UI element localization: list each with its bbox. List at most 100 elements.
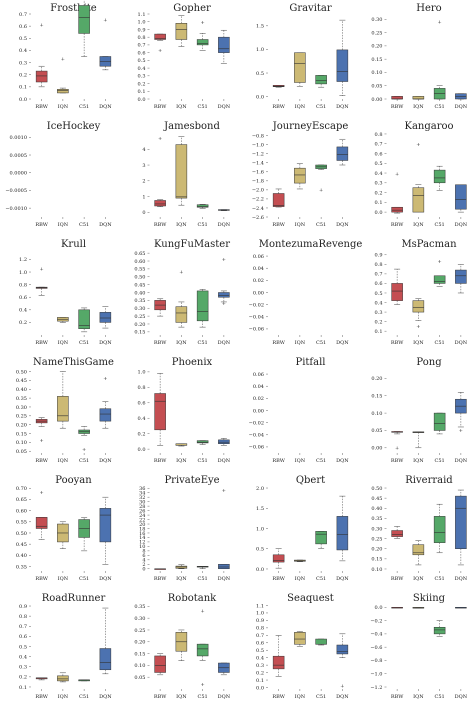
y-tick-label: 0.45 xyxy=(16,378,27,384)
y-tick-label: 0.06 xyxy=(253,254,264,260)
box-c51 xyxy=(196,289,209,328)
box-rbw xyxy=(391,607,403,609)
y-tick-label: 0.02 xyxy=(253,396,264,402)
panel-title: MontezumaRevenge xyxy=(259,239,363,250)
outlier-point: + xyxy=(222,301,226,307)
y-tick-label: 0.6 xyxy=(375,151,383,157)
x-tick-label: C51 xyxy=(316,694,326,700)
box-c51 xyxy=(433,503,446,554)
y-tick-label: 0.15 xyxy=(134,651,145,657)
box-rbw: + xyxy=(35,22,48,88)
y-tick-label: 0.0010 xyxy=(10,135,28,141)
box-rbw xyxy=(391,526,403,539)
x-tick-label: DQN xyxy=(218,458,231,464)
y-tick-label: 36 xyxy=(139,486,145,492)
iqr-box xyxy=(196,290,209,322)
y-tick-label: 1.5 xyxy=(256,24,264,30)
iqr-box xyxy=(35,517,48,529)
y-tick-label: 0.55 xyxy=(16,520,27,526)
box-dqn xyxy=(455,93,467,100)
y-tick-label: 0.5 xyxy=(375,161,383,167)
x-tick-label: C51 xyxy=(435,222,445,228)
y-tick-label: 0.4 xyxy=(256,655,264,661)
y-tick-label: 0.15 xyxy=(371,57,382,63)
y-tick-label: 1.1 xyxy=(138,12,146,18)
y-tick-label: 0.00 xyxy=(253,408,264,414)
y-tick-label: −2.0 xyxy=(252,188,264,194)
panel-roadrunner: RoadRunner 0.1 0.2 0.3 0.4 0.5 0.6 0.7 0.8 0.9 RBW… xyxy=(19,593,112,700)
y-tick-label: 0.5 xyxy=(138,58,146,64)
box-iqn xyxy=(57,317,69,323)
x-tick-label: IQN xyxy=(413,104,424,110)
y-tick-label: 4 xyxy=(142,558,145,564)
iqr-box xyxy=(433,626,446,635)
iqr-box xyxy=(35,70,48,83)
box-iqn xyxy=(412,96,425,100)
iqr-box xyxy=(218,439,230,444)
box-c51 xyxy=(196,440,209,445)
iqr-box xyxy=(154,33,166,40)
y-tick-label: 0.7 xyxy=(138,43,146,49)
y-tick-label: 1.2 xyxy=(19,257,27,263)
y-tick-label: 0.20 xyxy=(371,376,382,382)
y-tick-label: 0.5 xyxy=(19,36,27,42)
y-tick-label: 1.1 xyxy=(256,603,264,609)
y-tick-label: 0.60 xyxy=(134,259,145,265)
x-tick-label: C51 xyxy=(79,104,89,110)
iqr-box xyxy=(412,96,425,100)
y-tick-label: 0.30 xyxy=(134,306,145,312)
iqr-box xyxy=(175,144,188,199)
iqr-box xyxy=(154,393,166,431)
box-rbw xyxy=(391,268,403,305)
outlier-point: + xyxy=(201,682,205,688)
x-tick-label: DQN xyxy=(99,576,112,582)
outlier-point: + xyxy=(103,376,107,382)
y-tick-label: 0.50 xyxy=(134,275,145,281)
x-tick-label: C51 xyxy=(79,222,89,228)
y-tick-label: 2.0 xyxy=(256,486,264,492)
y-tick-label: 0.70 xyxy=(16,486,27,492)
box-iqn xyxy=(57,672,69,683)
y-tick-label: 0.2 xyxy=(256,670,264,676)
iqr-box xyxy=(391,283,403,301)
iqr-box xyxy=(433,412,446,431)
x-tick-label: C51 xyxy=(316,104,326,110)
panel-mspacman: MsPacman 0.1 0.2 0.3 0.4 0.5 0.6 0.7 0.8 0.9 RBW IQ… xyxy=(375,239,468,346)
x-tick-label: C51 xyxy=(435,458,445,464)
y-tick-label: 0.40 xyxy=(371,506,382,512)
x-tick-label: IQN xyxy=(58,222,69,228)
y-tick-label: 0.1 xyxy=(256,678,264,684)
y-tick-label: 0.6 xyxy=(19,634,27,640)
box-c51: + xyxy=(433,19,446,100)
y-tick-label: 1 xyxy=(142,194,145,200)
box-dqn xyxy=(336,138,349,166)
iqr-box xyxy=(175,23,188,40)
box-c51: ++ xyxy=(196,609,209,688)
panel-namethisgame: NameThisGame 0.05 0.10 0.15 0.20 0.25 0.30 0.35… xyxy=(16,357,114,464)
x-tick-label: IQN xyxy=(58,104,69,110)
y-tick-label: 1.5 xyxy=(256,506,264,512)
box-dqn: + xyxy=(99,376,112,429)
box-rbw xyxy=(154,298,166,317)
y-tick-label: 0.9 xyxy=(19,604,27,610)
box-c51 xyxy=(433,412,446,435)
iqr-box xyxy=(433,169,446,184)
y-tick-label: −2.6 xyxy=(252,215,264,221)
x-tick-label: C51 xyxy=(198,222,208,228)
box-c51 xyxy=(78,307,90,333)
y-tick-label: −0.6 xyxy=(370,645,382,651)
y-tick-label: 0 xyxy=(142,210,145,216)
panel-title: Pong xyxy=(416,357,442,368)
x-tick-label: IQN xyxy=(176,104,187,110)
y-tick-label: 0.04 xyxy=(253,266,264,272)
iqr-box xyxy=(391,206,403,213)
y-tick-label: 0.40 xyxy=(134,290,145,296)
box-dqn xyxy=(336,495,349,562)
y-tick-label: 0.5 xyxy=(19,644,27,650)
outlier-point: + xyxy=(61,56,65,62)
x-tick-label: C51 xyxy=(198,694,208,700)
x-tick-label: IQN xyxy=(295,458,306,464)
x-tick-label: C51 xyxy=(198,458,208,464)
y-tick-label: 0.15 xyxy=(134,330,145,336)
y-tick-label: 0.20 xyxy=(371,547,382,553)
